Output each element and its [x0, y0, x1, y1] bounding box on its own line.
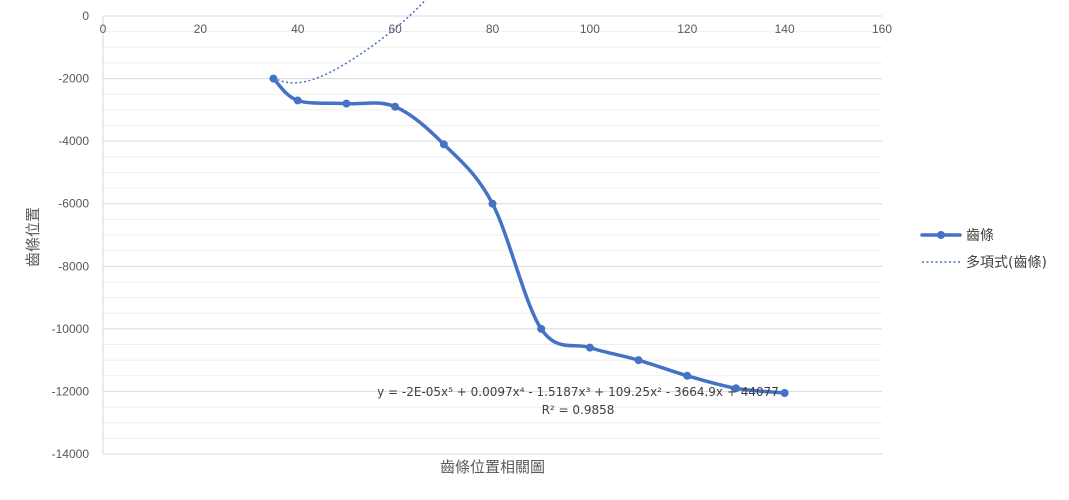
x-tick-label: 100	[580, 22, 600, 36]
y-axis-title: 齒條位置	[24, 207, 42, 267]
y-tick-labels: 0 -2000 -4000 -6000 -8000 -10000 -12000 -14000	[52, 9, 90, 461]
x-tick-labels: 0 20 40 60 80 100 120 140 160	[100, 22, 893, 36]
x-tick-label: 20	[194, 22, 208, 36]
y-tick-label: 0	[82, 9, 89, 23]
data-points	[269, 74, 789, 397]
x-tick-label: 0	[100, 22, 107, 36]
data-point	[391, 102, 400, 111]
data-point	[269, 74, 278, 83]
trendline-equation: y = -2E-05x⁵ + 0.0097x⁴ - 1.5187x³ + 109…	[377, 385, 779, 399]
x-tick-label: 120	[677, 22, 697, 36]
y-tick-label: -12000	[52, 384, 90, 398]
x-axis-title: 齒條位置相關圖	[440, 458, 545, 476]
x-tick-label: 140	[775, 22, 795, 36]
data-point	[439, 140, 448, 149]
y-tick-label: -4000	[58, 134, 89, 148]
data-point	[634, 356, 643, 365]
x-tick-label: 160	[872, 22, 892, 36]
y-tick-label: -14000	[52, 447, 90, 461]
y-tick-label: -6000	[58, 197, 89, 211]
data-point	[585, 343, 594, 352]
y-tick-label: -10000	[52, 322, 90, 336]
x-tick-label: 80	[486, 22, 500, 36]
x-tick-label: 60	[388, 22, 402, 36]
data-point	[780, 388, 789, 397]
y-tick-label: -8000	[58, 259, 89, 273]
trendline-r-squared: R² = 0.9858	[542, 403, 615, 417]
gridlines	[103, 31, 882, 455]
x-tick-label: 40	[291, 22, 305, 36]
data-point	[683, 371, 692, 380]
data-point	[488, 199, 497, 208]
legend-swatch-marker	[937, 231, 945, 239]
data-point	[342, 99, 351, 108]
y-tick-label: -2000	[58, 72, 89, 86]
data-point	[537, 324, 546, 333]
polynomial-trendline	[273, 0, 427, 84]
data-point	[293, 96, 302, 105]
legend-label-trendline: 多項式(齒條)	[966, 254, 1047, 271]
legend-label-series: 齒條	[966, 228, 994, 244]
data-point	[731, 384, 740, 393]
legend: 齒條 多項式(齒條)	[920, 228, 1047, 271]
